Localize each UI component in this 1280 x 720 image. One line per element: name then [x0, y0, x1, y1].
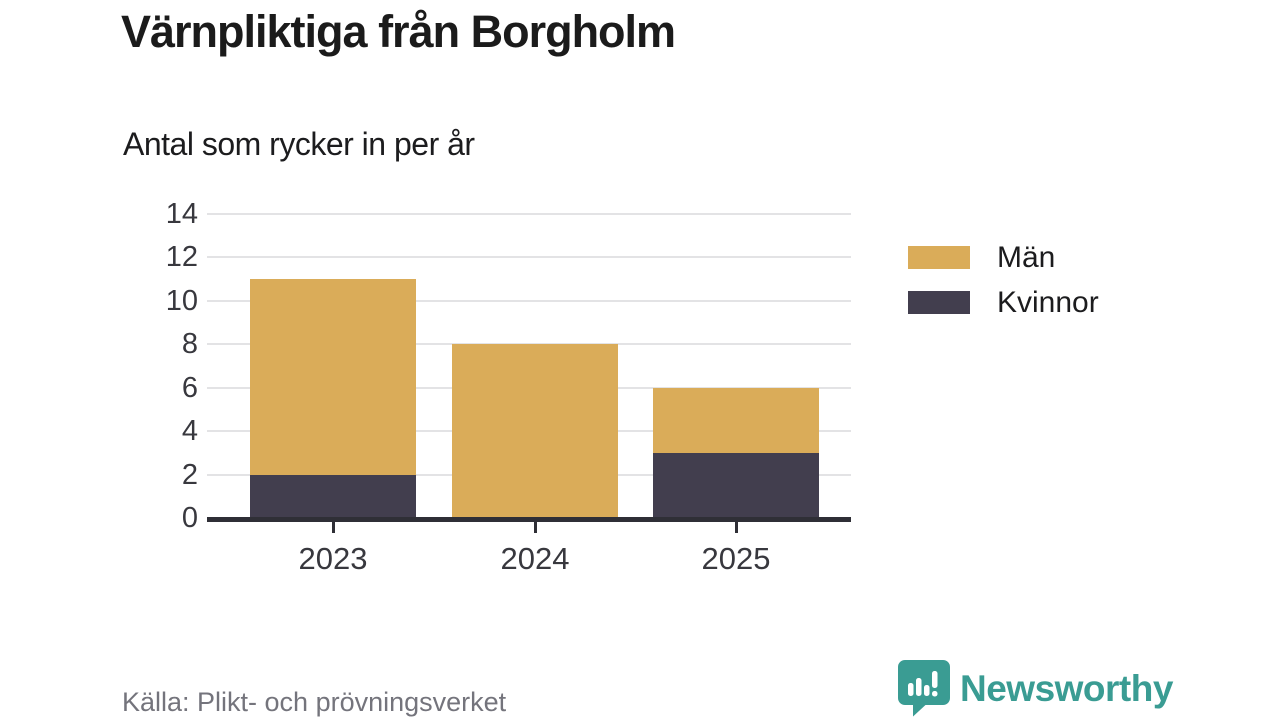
newsworthy-bubble-icon [898, 660, 950, 717]
legend: Män Kvinnor [908, 241, 1099, 336]
x-axis-tickmark-2025 [734, 522, 738, 533]
y-axis-tick-10: 10 [165, 284, 198, 317]
y-axis-tick-6: 6 [181, 371, 198, 404]
legend-item-män: Män [908, 241, 1099, 274]
legend-swatch-kvinnor [908, 291, 970, 314]
y-axis-tick-14: 14 [165, 198, 198, 230]
bar-2023-män [250, 279, 416, 475]
bar-2025-kvinnor [653, 452, 819, 518]
x-axis-label-2024: 2024 [500, 541, 570, 576]
x-axis-tickmark-2024 [533, 522, 537, 533]
newsworthy-wordmark: Newsworthy [960, 668, 1173, 709]
y-axis-tick-2: 2 [181, 458, 198, 491]
chart-subtitle: Antal som rycker in per år [123, 126, 475, 162]
y-axis-tick-12: 12 [165, 241, 198, 274]
bar-2023-kvinnor [250, 474, 416, 518]
y-axis-tick-4: 4 [181, 415, 198, 448]
gridline-y10 [207, 299, 851, 302]
x-axis-label-2025: 2025 [701, 541, 771, 576]
gridline-y12 [207, 256, 851, 259]
legend-label-män: Män [997, 241, 1056, 274]
legend-item-kvinnor: Kvinnor [908, 286, 1099, 319]
chart-title: Värnpliktiga från Borgholm [121, 6, 676, 57]
x-axis-label-2023: 2023 [298, 541, 368, 576]
y-axis-tick-0: 0 [181, 502, 198, 534]
x-axis-tickmark-2023 [331, 522, 335, 533]
newsworthy-logo: Newsworthy [897, 659, 1173, 717]
gridline-y14 [207, 213, 851, 215]
x-axis-line [207, 517, 851, 522]
bar-2024-män [452, 344, 618, 518]
source-note: Källa: Plikt- och prövningsverket [122, 687, 507, 717]
y-axis-tick-8: 8 [181, 328, 198, 361]
legend-label-kvinnor: Kvinnor [997, 286, 1099, 319]
bar-2025-män [653, 387, 819, 453]
legend-swatch-män [908, 246, 970, 269]
